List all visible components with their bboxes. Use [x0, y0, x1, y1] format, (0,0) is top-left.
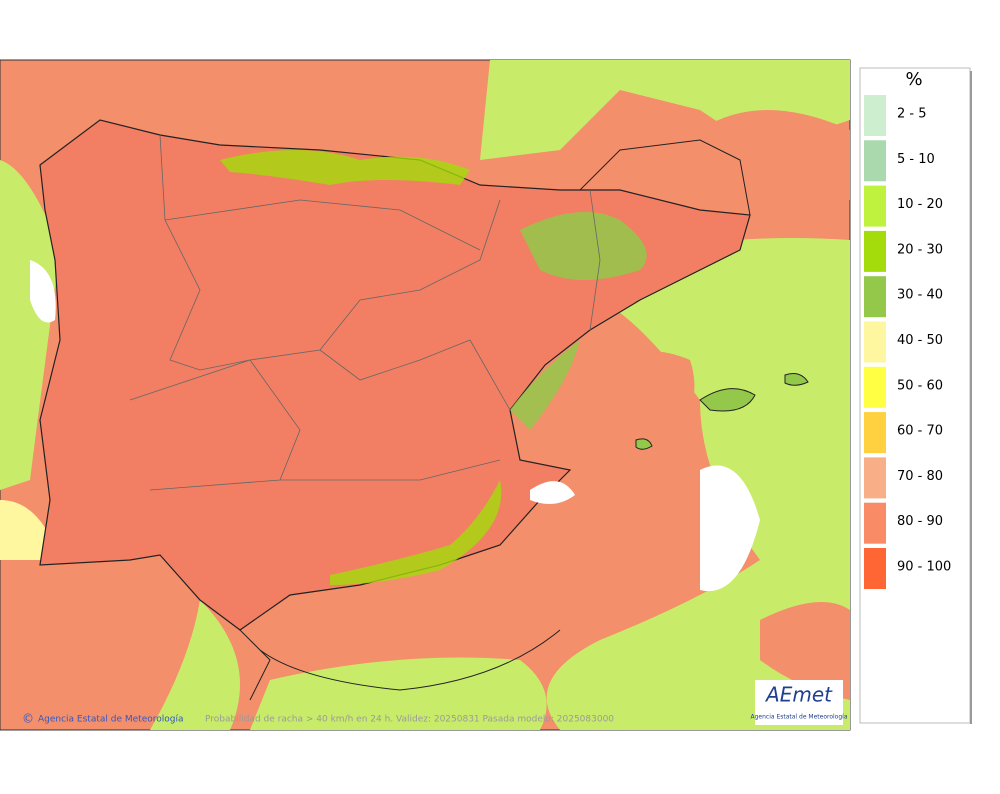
legend-swatch [864, 321, 886, 363]
legend-label: 20 - 30 [897, 242, 943, 257]
logo-subtitle: Agencia Estatal de Meteorología [751, 714, 848, 721]
logo-name: AEmet [764, 683, 833, 707]
legend-label: 40 - 50 [897, 333, 943, 348]
legend-label: 10 - 20 [897, 197, 943, 212]
island [699, 388, 756, 412]
legend-label: 60 - 70 [897, 424, 943, 439]
sea-area [30, 260, 56, 323]
sea-area [760, 602, 850, 700]
sea-area [546, 238, 850, 730]
map-caption: Probabilidad de racha > 40 km/h en 24 h.… [205, 715, 614, 725]
legend-swatch [864, 230, 886, 272]
clear-area [530, 481, 575, 504]
sea-area [560, 351, 695, 477]
logo-box [755, 680, 843, 725]
map [0, 59, 851, 731]
south-coast-area [330, 480, 502, 585]
legend-label: 30 - 40 [897, 288, 943, 303]
legend-swatch [864, 502, 886, 544]
east-coast-area [510, 340, 580, 430]
north-coast-area [220, 150, 470, 185]
copyright-symbol: © [22, 712, 34, 726]
legend-label: 70 - 80 [897, 469, 943, 484]
island [635, 438, 653, 450]
sea-area [700, 465, 760, 592]
legend-swatch [864, 412, 886, 454]
legend-label: 50 - 60 [897, 378, 943, 393]
sea-area [150, 600, 240, 730]
legend-label: 80 - 90 [897, 514, 943, 529]
legend-swatch [864, 95, 886, 136]
legend-swatch [864, 548, 886, 589]
island [784, 373, 809, 386]
legend-swatch [864, 457, 886, 499]
legend-label: 90 - 100 [897, 560, 951, 575]
legend-label: 5 - 10 [897, 152, 935, 167]
legend-swatch [864, 140, 886, 182]
ebro-area [520, 212, 647, 280]
legend-label: 2 - 5 [897, 107, 927, 122]
sea-area [700, 110, 850, 215]
region-borders [129, 134, 601, 491]
agency-credit: Agencia Estatal de Meteorología [38, 715, 184, 725]
legend-swatch [864, 185, 886, 227]
sea-area [0, 160, 60, 490]
border-line [579, 139, 751, 216]
legend-swatch [864, 366, 886, 408]
border-line [239, 629, 561, 701]
legend-swatch [864, 276, 886, 318]
legend-title: % [905, 69, 922, 90]
